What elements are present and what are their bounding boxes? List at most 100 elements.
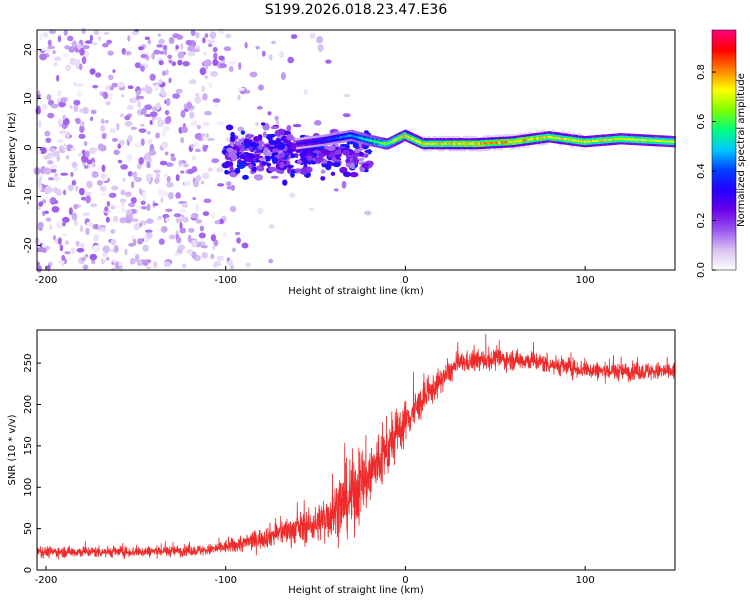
spectrogram-cell: [525, 145, 530, 148]
spectrogram-cell: [157, 119, 165, 127]
spectrogram-cell: [72, 40, 77, 48]
spectrogram-cell: [41, 244, 47, 248]
spectrogram-cell: [44, 130, 51, 137]
spectrogram-cell: [101, 42, 109, 48]
spectrogram-cell: [126, 153, 133, 162]
spectrogram-cell: [204, 33, 209, 38]
spectrogram-cell: [268, 136, 273, 143]
spectrogram-cell: [69, 105, 73, 109]
spectrogram-cell: [263, 147, 270, 153]
spectrogram-cell: [512, 133, 517, 137]
spectrogram-cell: [96, 166, 100, 170]
spectrogram-cell: [223, 46, 232, 52]
spectrogram-cell: [81, 27, 86, 35]
spectrogram-cell: [278, 142, 286, 150]
spectrogram-cell: [236, 162, 246, 169]
spectrogram-cell: [111, 185, 119, 191]
spectrogram-cell: [156, 44, 163, 48]
spectrogram-cell: [207, 39, 215, 44]
spectrogram-cell: [309, 146, 318, 151]
spectrogram-cell: [279, 161, 285, 169]
spectrogram-cell: [160, 197, 164, 203]
spectrogram-cell: [175, 45, 179, 50]
spectrogram-cell: [488, 135, 493, 138]
spectrogram-cell: [320, 169, 326, 174]
spectrogram-cell: [86, 159, 93, 165]
spectrogram-cell: [108, 192, 117, 198]
spectrogram-cell: [202, 144, 208, 152]
spectrogram-cell: [446, 135, 451, 139]
spectrogram-cell: [163, 261, 172, 268]
spectrogram-cell: [158, 38, 165, 45]
spectrogram-cell: [148, 150, 157, 156]
spectrogram-cell: [153, 202, 159, 207]
spectrogram-cell: [129, 97, 137, 104]
spectrogram-cell: [181, 202, 189, 208]
spectrogram-cell: [124, 216, 133, 224]
snr-x-label: Height of straight line (km): [288, 585, 424, 596]
spectrogram-cell: [422, 135, 426, 139]
spectrogram-cell: [541, 129, 546, 133]
spectrogram-cell: [202, 37, 206, 44]
spectrogram-cell: [79, 125, 85, 133]
spectrogram-cell: [342, 149, 351, 156]
spectrogram-cell: [212, 46, 218, 53]
spectrogram-cell: [38, 201, 44, 207]
spectrogram-frame: [36, 29, 676, 271]
spectrogram-cells: [33, 27, 677, 273]
spectrogram-cell: [153, 49, 161, 55]
colorbar: 0.0 0.2 0.4 0.6 0.8 Normalized spectral ampl…: [696, 29, 747, 278]
spectrogram-cell: [187, 104, 192, 109]
spectrogram-cell: [492, 148, 497, 151]
spectrogram-cell: [58, 260, 65, 264]
spectrogram-cell: [80, 242, 85, 249]
spectrogram-cell: [101, 252, 108, 257]
spectrogram-cell: [85, 191, 91, 196]
spectrogram-cell: [261, 161, 268, 165]
spectrogram-cell: [193, 180, 200, 188]
spectrogram-cell: [271, 152, 279, 156]
spectrogram-cell: [102, 91, 109, 100]
spectrogram-cell: [125, 209, 133, 215]
spectrogram-cell: [264, 155, 271, 162]
spectrogram-cell: [43, 167, 52, 175]
spectrogram-cell: [163, 173, 169, 178]
spectrogram-cell: [441, 135, 445, 139]
spectrogram-cell: [207, 137, 215, 142]
spectrogram-cell: [268, 54, 273, 61]
spectrogram-cell: [147, 130, 151, 135]
spectrogram-cell: [261, 50, 266, 57]
spectrogram-cell: [287, 167, 292, 174]
spectrogram-y-tick-label: -10: [23, 188, 34, 204]
spectrogram-cell: [327, 145, 336, 152]
colorbar-label: Normalized spectral amplitude: [736, 73, 747, 227]
spectrogram-cell: [350, 162, 355, 169]
spectrogram-cell: [190, 239, 198, 248]
spectrogram-cell: [212, 245, 216, 251]
spectrogram-cell: [258, 157, 267, 161]
spectrogram-cell: [82, 44, 90, 50]
spectrogram-cell: [37, 221, 44, 229]
spectrogram-cell: [528, 131, 533, 135]
spectrogram-cell: [181, 126, 188, 134]
spectrogram-cell: [45, 137, 52, 143]
spectrogram-cell: [239, 154, 247, 160]
spectrogram-cell: [112, 137, 118, 142]
spectrogram-cell: [165, 98, 171, 107]
spectrogram-cell: [268, 224, 275, 229]
spectrogram-cell: [181, 263, 187, 269]
spectrogram-cell: [217, 28, 226, 34]
spectrogram-cell: [253, 136, 260, 142]
spectrogram-cell: [124, 191, 132, 197]
spectrogram-cell: [195, 92, 200, 97]
spectrogram-cell: [149, 143, 155, 151]
spectrogram-cell: [64, 240, 70, 245]
spectrogram-cell: [290, 34, 298, 40]
spectrogram-cell: [292, 124, 302, 128]
spectrogram-cell: [212, 98, 221, 103]
snr-y-tick-label: 200: [23, 395, 34, 414]
spectrogram-cell: [113, 245, 119, 253]
spectrogram-cell: [46, 94, 52, 101]
spectrogram-cell: [62, 221, 66, 227]
